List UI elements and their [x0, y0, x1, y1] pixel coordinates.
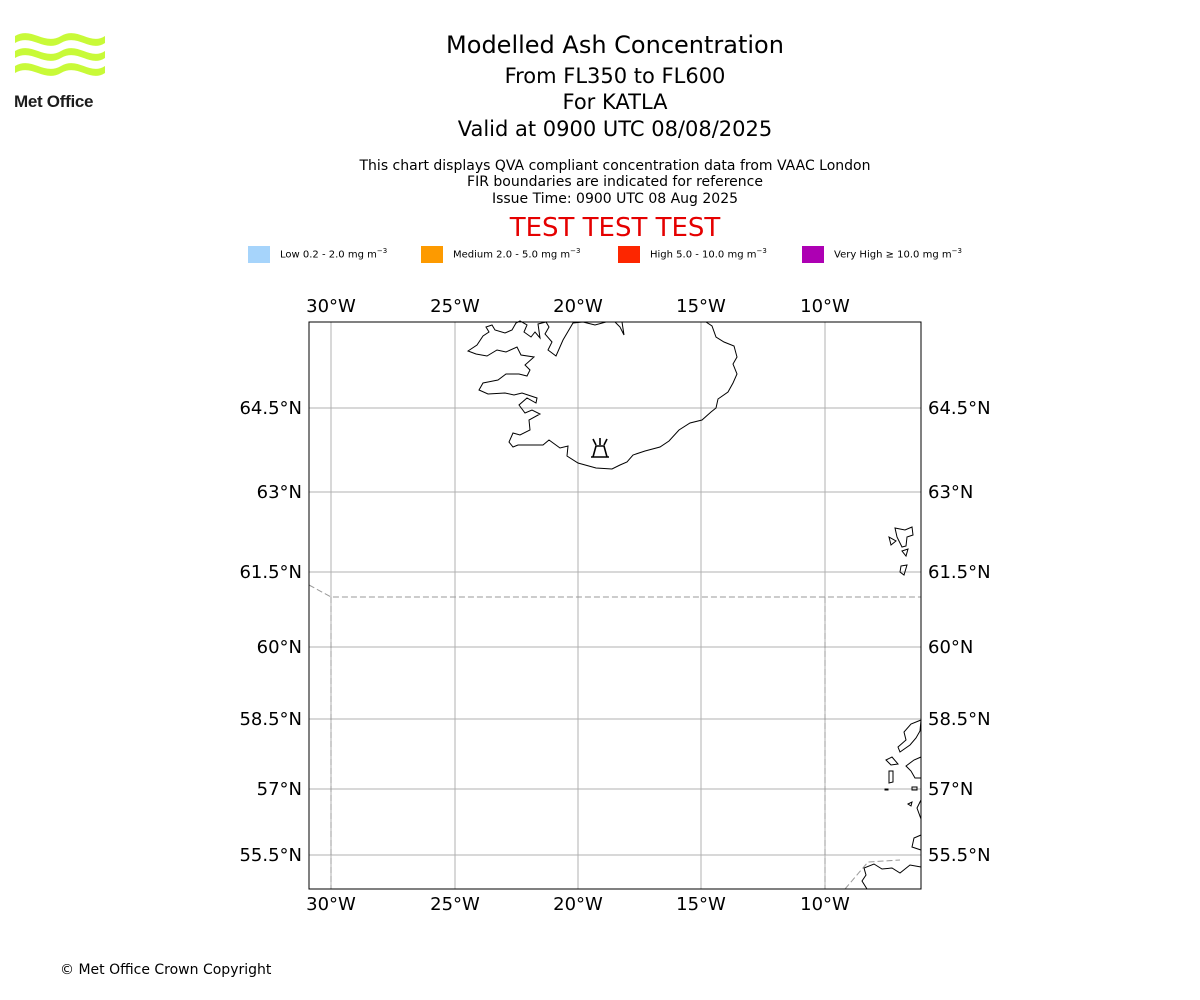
lon-label-top: 20°W — [553, 296, 603, 317]
volcano-name: For KATLA — [562, 90, 668, 114]
lon-label-top: 30°W — [306, 296, 356, 317]
fir-note: FIR boundaries are indicated for referen… — [467, 174, 763, 190]
lon-label-bottom: 10°W — [800, 894, 850, 915]
lat-label-right: 63°N — [928, 482, 973, 503]
lat-label-right: 58.5°N — [928, 709, 991, 730]
fir-boundaries — [308, 584, 921, 890]
met-office-logo-text: Met Office — [14, 92, 94, 111]
issue-time: Issue Time: 0900 UTC 08 Aug 2025 — [491, 191, 739, 207]
lon-label-bottom: 15°W — [676, 894, 726, 915]
legend-label-high: High 5.0 - 10.0 mg m−3 — [650, 247, 767, 261]
lat-label-right: 57°N — [928, 779, 973, 800]
lon-label-top: 25°W — [430, 296, 480, 317]
legend-swatch-medium — [421, 245, 443, 263]
lon-label-top: 10°W — [800, 296, 850, 317]
met-office-logo: Met Office — [14, 30, 108, 112]
legend-item-very-high: Very High ≥ 10.0 mg m−3 — [802, 245, 962, 263]
lat-label-right: 60°N — [928, 637, 973, 658]
scotland-coastline — [861, 719, 922, 890]
lon-label-bottom: 25°W — [430, 894, 480, 915]
valid-time: Valid at 0900 UTC 08/08/2025 — [457, 117, 773, 141]
legend-swatch-low — [248, 245, 270, 263]
flight-level-range: From FL350 to FL600 — [504, 64, 726, 88]
legend-swatch-high — [618, 245, 640, 263]
chart-title: Modelled Ash Concentration — [446, 31, 784, 59]
legend-swatch-very-high — [802, 245, 824, 263]
volcano-icon — [591, 438, 609, 458]
lat-label-right: 55.5°N — [928, 845, 991, 866]
legend-item-low: Low 0.2 - 2.0 mg m−3 — [248, 245, 387, 263]
qva-note: This chart displays QVA compliant concen… — [359, 158, 871, 174]
copyright-notice: © Met Office Crown Copyright — [60, 962, 272, 978]
lat-label-left: 63°N — [257, 482, 302, 503]
legend-label-low: Low 0.2 - 2.0 mg m−3 — [280, 247, 388, 261]
lat-label-left: 58.5°N — [239, 709, 302, 730]
lon-label-bottom: 20°W — [553, 894, 603, 915]
map-frame — [308, 321, 922, 890]
lat-label-right: 64.5°N — [928, 398, 991, 419]
test-banner: TEST TEST TEST — [509, 213, 721, 243]
lat-label-left: 60°N — [257, 637, 302, 658]
lat-label-left: 61.5°N — [239, 562, 302, 583]
legend-item-medium: Medium 2.0 - 5.0 mg m−3 — [421, 245, 580, 263]
iceland-coastline — [466, 320, 738, 470]
lon-label-bottom: 30°W — [306, 894, 356, 915]
fir-boundary-north — [308, 584, 921, 598]
map-gridlines — [309, 322, 921, 889]
lat-label-right: 61.5°N — [928, 562, 991, 583]
fir-boundary-scotland — [844, 859, 901, 890]
legend-item-high: High 5.0 - 10.0 mg m−3 — [618, 245, 767, 263]
legend-label-medium: Medium 2.0 - 5.0 mg m−3 — [453, 247, 581, 261]
lat-label-left: 55.5°N — [239, 845, 302, 866]
faroe-islands — [888, 526, 914, 576]
lat-label-left: 57°N — [257, 779, 302, 800]
lon-label-top: 15°W — [676, 296, 726, 317]
legend-label-very-high: Very High ≥ 10.0 mg m−3 — [834, 247, 962, 261]
met-office-waves-icon — [15, 33, 105, 76]
lat-label-left: 64.5°N — [239, 398, 302, 419]
